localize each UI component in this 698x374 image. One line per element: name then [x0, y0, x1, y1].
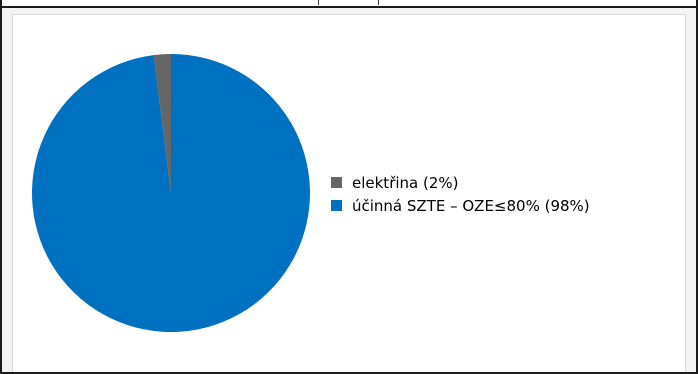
pie-slices: [31, 54, 310, 332]
pie-slice-0: [153, 54, 171, 193]
legend-swatch-1: [331, 200, 342, 211]
header-strip: [0, 0, 698, 8]
legend-label-0: elektřina (2%): [352, 174, 459, 192]
legend: elektřina (2%) účinná SZTE – OZE≤80% (98%…: [331, 174, 590, 215]
header-tick: [318, 0, 319, 5]
header-tick: [378, 0, 379, 5]
legend-label-1: účinná SZTE – OZE≤80% (98%): [352, 197, 590, 215]
legend-swatch-0: [331, 177, 342, 188]
pie-slice-1: [31, 54, 310, 332]
